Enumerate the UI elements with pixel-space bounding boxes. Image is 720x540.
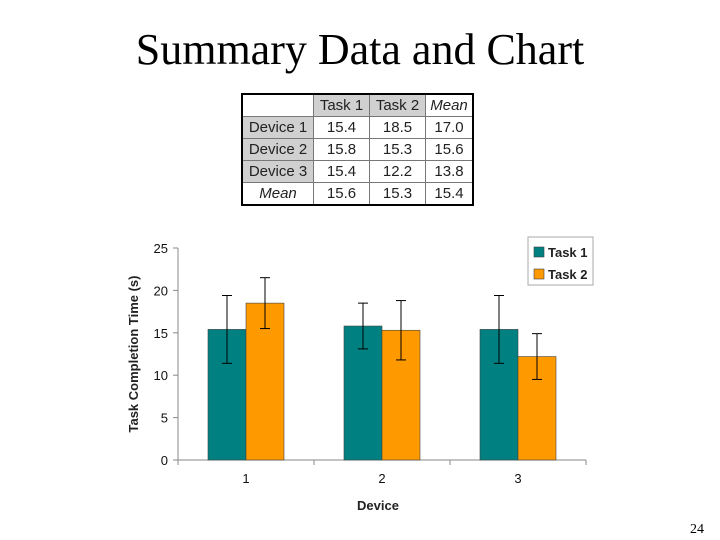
table-cell: 15.6 [425,138,474,161]
y-tick-label: 25 [154,241,168,256]
table-row-mean: Mean 15.6 15.3 15.4 [241,182,474,206]
table-cell: 13.8 [425,160,474,183]
bar-chart: 0 5 10 15 20 25 1 2 3 Task 1 Task 2 Device Task Comp… [126,236,594,513]
table-cell: 15.4 [313,116,370,139]
legend-label: Task 2 [548,267,588,282]
table-header-task1: Task 1 [313,93,370,117]
x-tick-label: 2 [378,471,385,486]
y-axis-title: Task Completion Time (s) [126,276,141,433]
table-cell: 12.2 [369,160,426,183]
table-row: Device 3 15.4 12.2 13.8 [241,160,474,183]
y-tick-label: 0 [161,453,168,468]
legend-swatch [533,246,545,258]
y-tick-label: 5 [161,411,168,426]
table-row-label: Device 2 [241,138,314,161]
slide-title: Summary Data and Chart [135,25,585,74]
y-tick-label: 20 [154,283,168,298]
table-cell: 18.5 [369,116,426,139]
table-cell: 15.3 [369,182,426,206]
table-corner-cell [241,93,314,117]
table-cell: 15.4 [313,160,370,183]
table-cell: 15.6 [313,182,370,206]
y-tick-label: 15 [154,326,168,341]
table-cell: 15.3 [369,138,426,161]
table-row-label: Device 1 [241,116,314,139]
table-cell: 15.4 [425,182,474,206]
summary-table: Task 1 Task 2 Mean Device 1 15.4 18.5 17… [241,93,474,206]
x-axis-title: Device [357,498,399,513]
table-cell: 15.8 [313,138,370,161]
table-header-mean: Mean [425,93,474,117]
table-header-row: Task 1 Task 2 Mean [241,93,474,117]
table-cell: 17.0 [425,116,474,139]
table-header-task2: Task 2 [369,93,426,117]
legend-label: Task 1 [548,245,588,260]
table-row-label: Device 3 [241,160,314,183]
x-tick-label: 1 [242,471,249,486]
table-row: Device 2 15.8 15.3 15.6 [241,138,474,161]
slide-number: 24 [690,522,704,537]
table-row: Device 1 15.4 18.5 17.0 [241,116,474,139]
legend-swatch [533,268,545,280]
x-tick-label: 3 [514,471,521,486]
table-row-label: Mean [241,182,314,206]
y-tick-label: 10 [154,368,168,383]
